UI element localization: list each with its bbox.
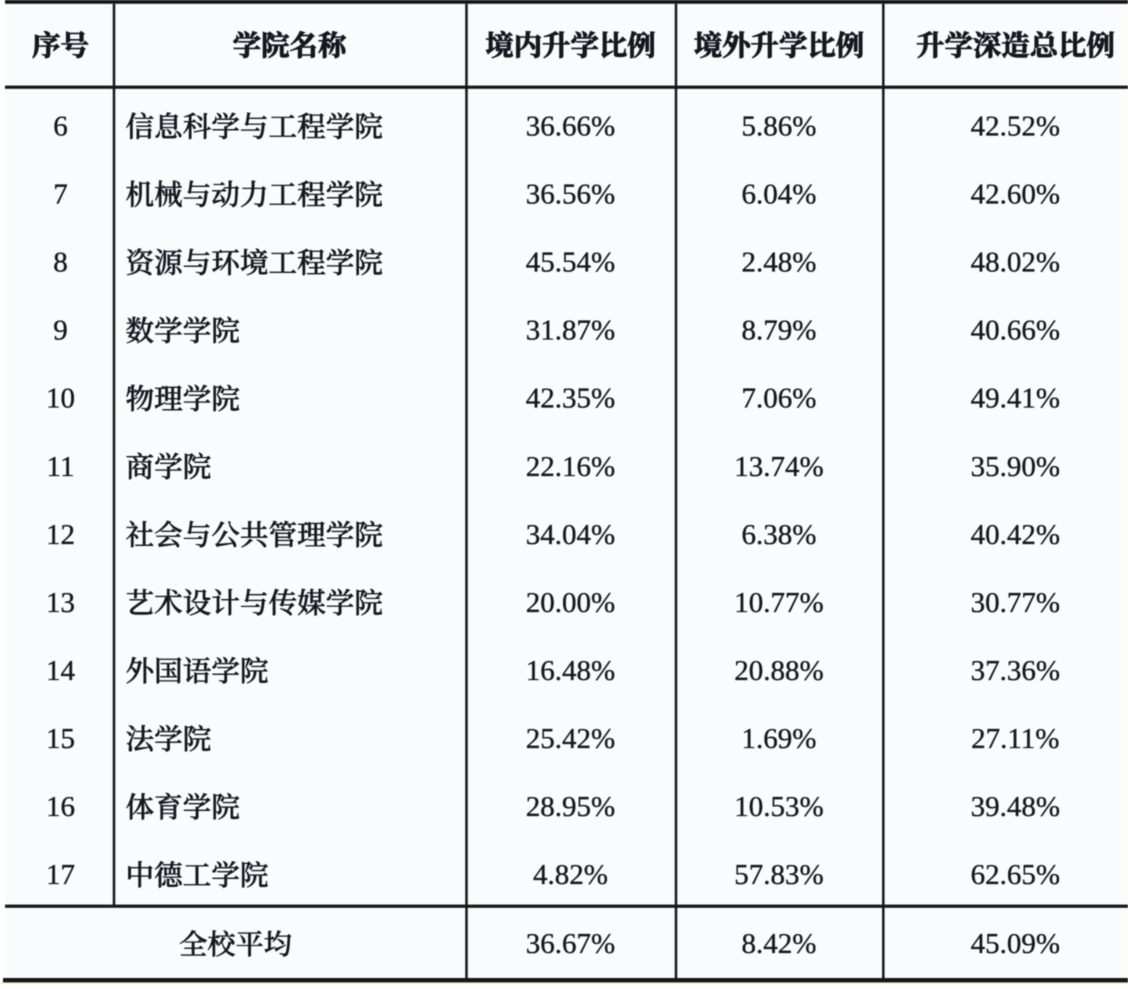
svg-text:27.11%: 27.11% xyxy=(971,723,1059,755)
svg-text:20.88%: 20.88% xyxy=(734,655,823,687)
svg-text:8: 8 xyxy=(53,247,68,279)
svg-text:42.35%: 42.35% xyxy=(526,383,615,415)
svg-text:37.36%: 37.36% xyxy=(971,655,1060,687)
svg-text:40.66%: 40.66% xyxy=(971,315,1060,347)
svg-text:40.42%: 40.42% xyxy=(971,519,1060,551)
svg-text:6.38%: 6.38% xyxy=(742,519,817,551)
svg-text:11: 11 xyxy=(47,451,75,483)
svg-text:31.87%: 31.87% xyxy=(526,315,615,347)
svg-text:9: 9 xyxy=(53,315,68,347)
svg-text:15: 15 xyxy=(46,723,75,755)
svg-text:36.66%: 36.66% xyxy=(526,111,615,143)
svg-text:36.56%: 36.56% xyxy=(526,179,615,211)
svg-text:13.74%: 13.74% xyxy=(734,451,823,483)
svg-text:42.60%: 42.60% xyxy=(971,179,1060,211)
svg-text:8.79%: 8.79% xyxy=(742,315,817,347)
svg-text:28.95%: 28.95% xyxy=(526,791,615,823)
svg-text:48.02%: 48.02% xyxy=(971,247,1060,279)
svg-text:13: 13 xyxy=(46,587,75,619)
svg-text:34.04%: 34.04% xyxy=(526,519,615,551)
svg-text:4.82%: 4.82% xyxy=(533,859,608,891)
svg-text:14: 14 xyxy=(46,655,76,687)
svg-text:45.09%: 45.09% xyxy=(971,928,1060,960)
svg-text:1.69%: 1.69% xyxy=(742,723,817,755)
svg-text:49.41%: 49.41% xyxy=(971,383,1060,415)
svg-text:36.67%: 36.67% xyxy=(526,928,615,960)
svg-text:6.04%: 6.04% xyxy=(742,179,817,211)
svg-text:12: 12 xyxy=(46,519,75,551)
svg-text:17: 17 xyxy=(46,859,75,891)
svg-text:10: 10 xyxy=(46,383,75,415)
svg-text:42.52%: 42.52% xyxy=(971,111,1060,143)
svg-text:2.48%: 2.48% xyxy=(742,247,817,279)
svg-text:20.00%: 20.00% xyxy=(526,587,615,619)
svg-text:39.48%: 39.48% xyxy=(971,791,1060,823)
svg-text:7.06%: 7.06% xyxy=(742,383,817,415)
svg-text:30.77%: 30.77% xyxy=(971,587,1060,619)
svg-text:6: 6 xyxy=(53,111,68,143)
svg-text:25.42%: 25.42% xyxy=(526,723,615,755)
svg-text:10.53%: 10.53% xyxy=(734,791,823,823)
svg-text:45.54%: 45.54% xyxy=(526,247,615,279)
svg-text:10.77%: 10.77% xyxy=(734,587,823,619)
svg-text:57.83%: 57.83% xyxy=(734,859,823,891)
svg-text:5.86%: 5.86% xyxy=(742,111,817,143)
svg-text:35.90%: 35.90% xyxy=(971,451,1060,483)
svg-text:8.42%: 8.42% xyxy=(742,928,817,960)
svg-text:16: 16 xyxy=(46,791,75,823)
svg-text:16.48%: 16.48% xyxy=(526,655,615,687)
svg-text:22.16%: 22.16% xyxy=(526,451,615,483)
svg-text:62.65%: 62.65% xyxy=(971,859,1060,891)
svg-text:7: 7 xyxy=(53,179,68,211)
